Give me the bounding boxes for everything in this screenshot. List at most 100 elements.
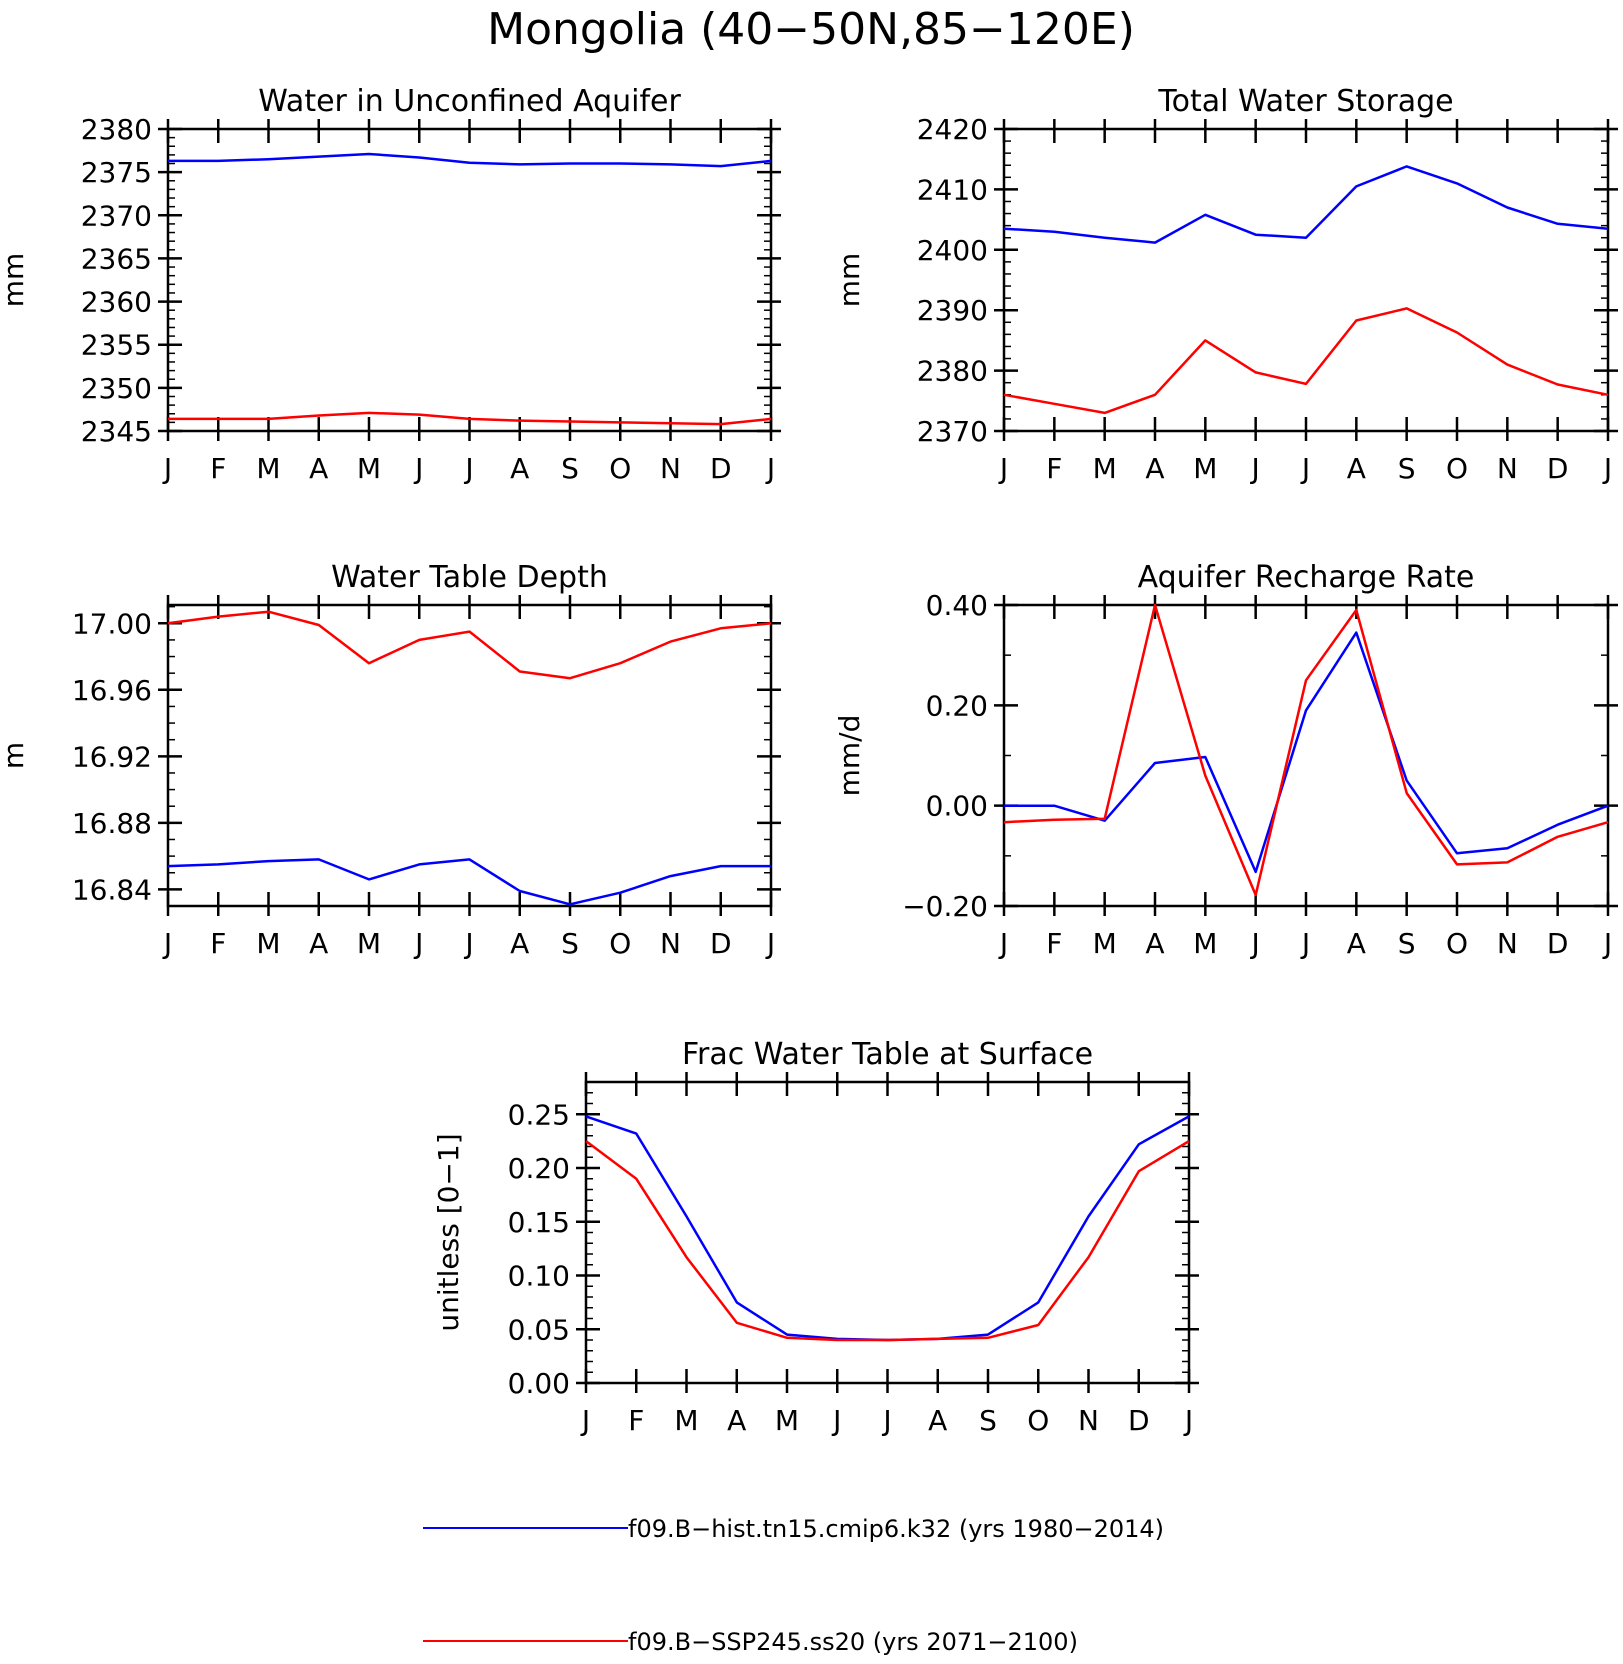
y-tick-label: 2380 — [917, 355, 988, 388]
y-axis-label: mm/d — [833, 715, 866, 797]
x-tick-label: A — [510, 452, 529, 485]
panel-recharge-rate: Aquifer Recharge Rate mm/d −0.20 0.00 0.20 0.… — [833, 560, 1618, 960]
x-tick-label: O — [1446, 927, 1468, 960]
legend-label-ssp245: f09.B−SSP245.ss20 (yrs 2071−2100) — [628, 1628, 1078, 1656]
x-tick-label: S — [1398, 927, 1416, 960]
x-tick-label: J — [162, 452, 172, 485]
y-tick-label: 0.00 — [926, 790, 988, 823]
y-axis-label: mm — [833, 253, 866, 308]
x-tick-label: A — [1145, 927, 1164, 960]
y-axis-label: unitless [0−1] — [432, 1133, 465, 1331]
y-tick-label: 2410 — [917, 173, 988, 206]
y-tick-label: 16.84 — [72, 873, 152, 906]
y-axis-label: m — [0, 742, 30, 769]
x-tick-label: J — [1250, 927, 1260, 960]
y-tick-label: 16.96 — [72, 674, 152, 707]
y-tick-label: 2380 — [81, 113, 152, 146]
legend-entry-hist: f09.B−hist.tn15.cmip6.k32 (yrs 1980−2014… — [423, 1515, 1164, 1543]
panel-title: Water in Unconfined Aquifer — [258, 84, 681, 119]
panel-frac-water-table: Frac Water Table at Surface unitless [0−1… — [432, 1037, 1199, 1437]
y-tick-label: 0.05 — [508, 1313, 570, 1346]
x-tick-label: M — [1093, 927, 1117, 960]
y-tick-label: 0.10 — [508, 1260, 570, 1293]
x-tick-label: A — [309, 452, 328, 485]
x-tick-label: J — [162, 927, 172, 960]
series-line-hist — [585, 1115, 1190, 1342]
y-tick-label: 2375 — [81, 156, 152, 189]
x-tick-label: S — [979, 1404, 997, 1437]
x-tick-label: F — [1046, 452, 1062, 485]
y-tick-label: 0.00 — [508, 1367, 570, 1400]
y-tick-label: 2390 — [917, 294, 988, 327]
y-tick-label: 0.20 — [926, 689, 988, 722]
series-line-ssp245 — [1003, 307, 1609, 415]
x-tick-label: M — [256, 927, 280, 960]
x-tick-label: O — [1446, 452, 1468, 485]
x-tick-label: J — [998, 452, 1008, 485]
x-tick-label: J — [463, 452, 473, 485]
x-tick-label: M — [674, 1404, 698, 1437]
plot-frame — [1002, 127, 1610, 433]
x-tick-label: F — [210, 927, 226, 960]
x-tick-label: A — [1347, 927, 1366, 960]
x-tick-label: J — [413, 452, 423, 485]
x-tick-label: M — [357, 452, 381, 485]
x-tick-label: J — [413, 927, 423, 960]
x-tick-label: J — [463, 927, 473, 960]
panel-title: Total Water Storage — [1157, 84, 1453, 119]
x-tick-label: S — [561, 452, 579, 485]
x-tick-label: F — [210, 452, 226, 485]
series-line-ssp245 — [585, 1140, 1190, 1342]
y-tick-label: 2400 — [917, 234, 988, 267]
y-tick-label: 2420 — [917, 113, 988, 146]
x-tick-label: N — [660, 452, 681, 485]
x-tick-label: M — [1193, 452, 1217, 485]
x-tick-label: D — [710, 452, 732, 485]
legend-entry-ssp245: f09.B−SSP245.ss20 (yrs 2071−2100) — [423, 1628, 1078, 1656]
x-tick-label: A — [1145, 452, 1164, 485]
series-line-ssp245 — [168, 411, 772, 426]
x-tick-label: N — [1497, 927, 1518, 960]
x-tick-label: A — [510, 927, 529, 960]
x-tick-label: N — [1078, 1404, 1099, 1437]
x-tick-label: J — [1300, 927, 1310, 960]
x-tick-label: M — [357, 927, 381, 960]
x-tick-label: M — [1193, 927, 1217, 960]
y-tick-label: 2370 — [81, 199, 152, 232]
x-tick-label: O — [609, 927, 631, 960]
x-tick-label: J — [580, 1404, 590, 1437]
y-tick-label: 2370 — [917, 415, 988, 448]
y-tick-label: 0.40 — [926, 589, 988, 622]
x-tick-label: J — [1300, 452, 1310, 485]
x-tick-label: M — [1093, 452, 1117, 485]
legend-label-hist: f09.B−hist.tn15.cmip6.k32 (yrs 1980−2014… — [628, 1515, 1164, 1543]
x-tick-label: D — [710, 927, 732, 960]
x-tick-label: A — [1347, 452, 1366, 485]
plot-frame — [166, 127, 773, 433]
x-tick-label: F — [1046, 927, 1062, 960]
y-tick-label: 17.00 — [72, 607, 152, 640]
series-line-hist — [1003, 165, 1609, 244]
x-tick-label: J — [998, 927, 1008, 960]
x-tick-label: J — [765, 452, 775, 485]
y-tick-label: 2365 — [81, 242, 152, 275]
x-tick-label: J — [1602, 927, 1612, 960]
y-tick-label: 0.20 — [508, 1152, 570, 1185]
y-tick-label: 2345 — [81, 415, 152, 448]
x-tick-label: J — [1250, 452, 1260, 485]
legend: f09.B−hist.tn15.cmip6.k32 (yrs 1980−2014… — [423, 1515, 1164, 1656]
y-tick-label: 2350 — [81, 372, 152, 405]
x-tick-label: N — [1497, 452, 1518, 485]
y-axis-label: mm — [0, 253, 30, 308]
panel-water-table-depth: Water Table Depth m 16.84 16.88 16.92 16.96 17… — [0, 560, 781, 960]
x-tick-label: A — [928, 1404, 947, 1437]
series-line-hist — [167, 858, 771, 906]
y-tick-label: 16.92 — [72, 740, 152, 773]
x-tick-label: J — [881, 1404, 891, 1437]
y-tick-label: −0.20 — [902, 890, 988, 923]
figure-title: Mongolia (40−50N,85−120E) — [487, 4, 1135, 55]
y-tick-label: 16.88 — [72, 807, 152, 840]
series-line-hist — [168, 152, 772, 168]
panel-title: Aquifer Recharge Rate — [1138, 560, 1475, 595]
